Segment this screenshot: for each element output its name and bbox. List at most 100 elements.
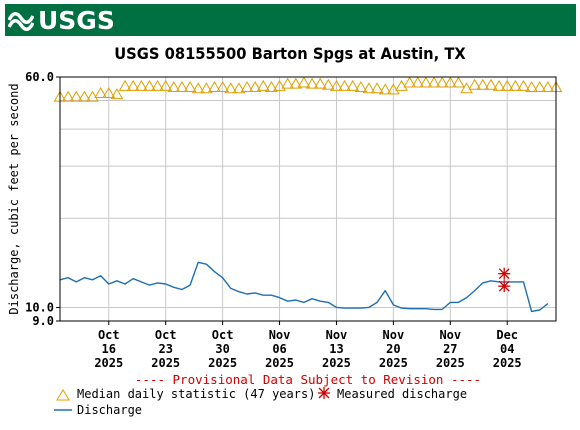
median-marker: [452, 76, 465, 88]
median-marker: [313, 77, 327, 89]
banner-bar: [5, 4, 576, 36]
x-tick-label-day: 20: [386, 342, 400, 356]
discharge-line: [59, 261, 549, 313]
x-tick-label-year: 2025: [265, 356, 294, 370]
measured-series: [498, 267, 511, 293]
median-marker: [387, 83, 400, 95]
median-marker: [151, 79, 164, 91]
median-marker: [443, 76, 457, 88]
median-marker: [427, 76, 441, 88]
median-marker: [248, 81, 262, 93]
y-axis-label: Discharge, cubic feet per second: [7, 83, 21, 314]
median-marker: [281, 77, 295, 89]
x-tick-label-day: 27: [443, 342, 457, 356]
discharge-series: [59, 261, 549, 313]
median-marker: [346, 79, 360, 91]
median-marker: [159, 79, 173, 91]
chart-title: USGS 08155500 Barton Spgs at Austin, TX: [114, 44, 466, 63]
median-marker: [94, 86, 108, 98]
median-marker: [265, 81, 278, 93]
usgs-logo[interactable]: USGS: [8, 5, 115, 35]
x-tick-label-year: 2025: [94, 356, 123, 370]
median-marker: [460, 82, 473, 94]
y-tick-label: 60.0: [25, 70, 54, 84]
x-tick-label-year: 2025: [379, 356, 408, 370]
median-marker: [208, 81, 221, 93]
legend-measured-label: Measured discharge: [337, 387, 467, 401]
y-axis: 60.0 10.09.0: [25, 70, 60, 328]
x-tick-label-year: 2025: [151, 356, 180, 370]
median-marker: [476, 78, 490, 90]
median-marker: [273, 79, 286, 91]
median-marker: [199, 82, 213, 94]
x-tick-label-year: 2025: [493, 356, 522, 370]
legend-median-label: Median daily statistic (47 years): [77, 387, 315, 401]
median-marker: [362, 82, 376, 94]
usgs-wave-icon: [8, 12, 34, 31]
median-marker: [492, 79, 506, 91]
x-tick-label-month: Nov: [326, 328, 348, 342]
median-marker: [321, 78, 335, 90]
median-marker: [224, 82, 238, 94]
median-marker: [533, 81, 547, 93]
median-marker: [338, 79, 351, 91]
x-tick-label-month: Nov: [439, 328, 461, 342]
median-marker: [78, 90, 91, 102]
usgs-logo-text: USGS: [38, 5, 115, 35]
x-axis: Oct162025Oct232025Oct302025Nov062025Nov1…: [94, 321, 522, 370]
legend: Median daily statistic (47 years) Measur…: [54, 387, 467, 417]
median-marker: [305, 77, 319, 89]
x-tick-label-day: 13: [329, 342, 343, 356]
x-tick-label-month: Dec: [496, 328, 518, 342]
median-marker: [354, 81, 368, 93]
median-marker: [411, 76, 425, 88]
legend-median-marker: [56, 389, 70, 401]
median-marker: [183, 81, 197, 93]
provisional-note: ---- Provisional Data Subject to Revisio…: [135, 372, 481, 387]
median-marker: [378, 83, 392, 95]
median-marker: [517, 79, 530, 91]
median-marker: [468, 78, 482, 90]
median-marker: [289, 77, 303, 89]
legend-discharge-label: Discharge: [77, 403, 142, 417]
plot-frame: [59, 76, 557, 322]
median-marker: [541, 81, 555, 93]
median-marker: [403, 76, 417, 88]
x-tick-label-month: Oct: [155, 328, 177, 342]
x-tick-label-year: 2025: [208, 356, 237, 370]
x-tick-label-day: 30: [215, 342, 229, 356]
median-marker: [330, 79, 343, 91]
median-marker: [232, 82, 246, 94]
y-tick-label: 10.0: [25, 300, 54, 314]
median-marker: [508, 79, 522, 91]
x-tick-label-month: Nov: [383, 328, 405, 342]
median-marker: [484, 78, 498, 90]
median-marker: [102, 86, 116, 98]
median-marker: [297, 76, 311, 88]
measured-marker: [498, 267, 511, 280]
median-marker: [69, 90, 83, 102]
median-marker: [500, 79, 514, 91]
median-marker: [525, 81, 538, 93]
median-marker: [216, 81, 229, 93]
median-marker: [435, 76, 449, 88]
median-marker: [419, 76, 433, 88]
median-marker: [134, 79, 148, 91]
median-marker: [167, 81, 181, 93]
x-tick-label-day: 16: [102, 342, 116, 356]
median-marker: [395, 79, 408, 91]
median-marker: [256, 79, 270, 91]
x-tick-label-year: 2025: [436, 356, 465, 370]
x-tick-label-day: 06: [272, 342, 286, 356]
x-tick-label-month: Oct: [212, 328, 234, 342]
median-marker: [240, 81, 254, 93]
median-marker: [370, 82, 384, 94]
legend-measured-marker: [318, 387, 330, 399]
median-marker: [118, 79, 132, 91]
y-tick-label: 9.0: [32, 314, 54, 328]
median-marker: [110, 88, 124, 100]
median-marker: [175, 81, 189, 93]
median-marker: [61, 90, 75, 102]
median-series: [53, 76, 563, 102]
